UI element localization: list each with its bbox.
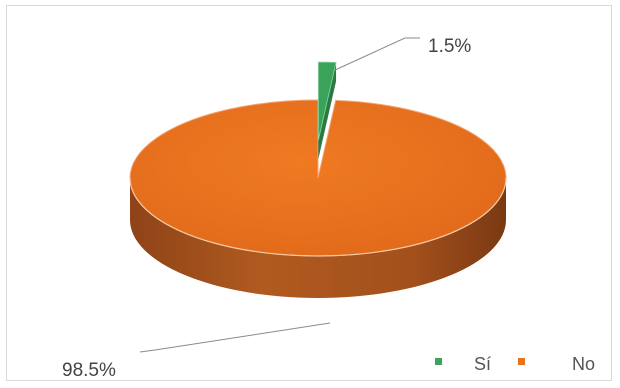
pie-side-si	[318, 62, 337, 159]
leader-line-si	[334, 37, 420, 71]
pie-side-no	[130, 178, 506, 298]
pie-rim	[129, 177, 507, 257]
legend-label-si: Sí	[474, 354, 491, 374]
legend: Sí No	[435, 354, 595, 374]
legend-swatch-si	[435, 358, 442, 365]
data-label-no: 98.5%	[62, 360, 116, 381]
data-label-si: 1.5%	[428, 36, 471, 57]
legend-label-no: No	[572, 354, 595, 374]
pie-slice-si	[317, 61, 337, 141]
legend-swatch-no	[518, 358, 525, 365]
leader-line-no	[139, 322, 331, 353]
